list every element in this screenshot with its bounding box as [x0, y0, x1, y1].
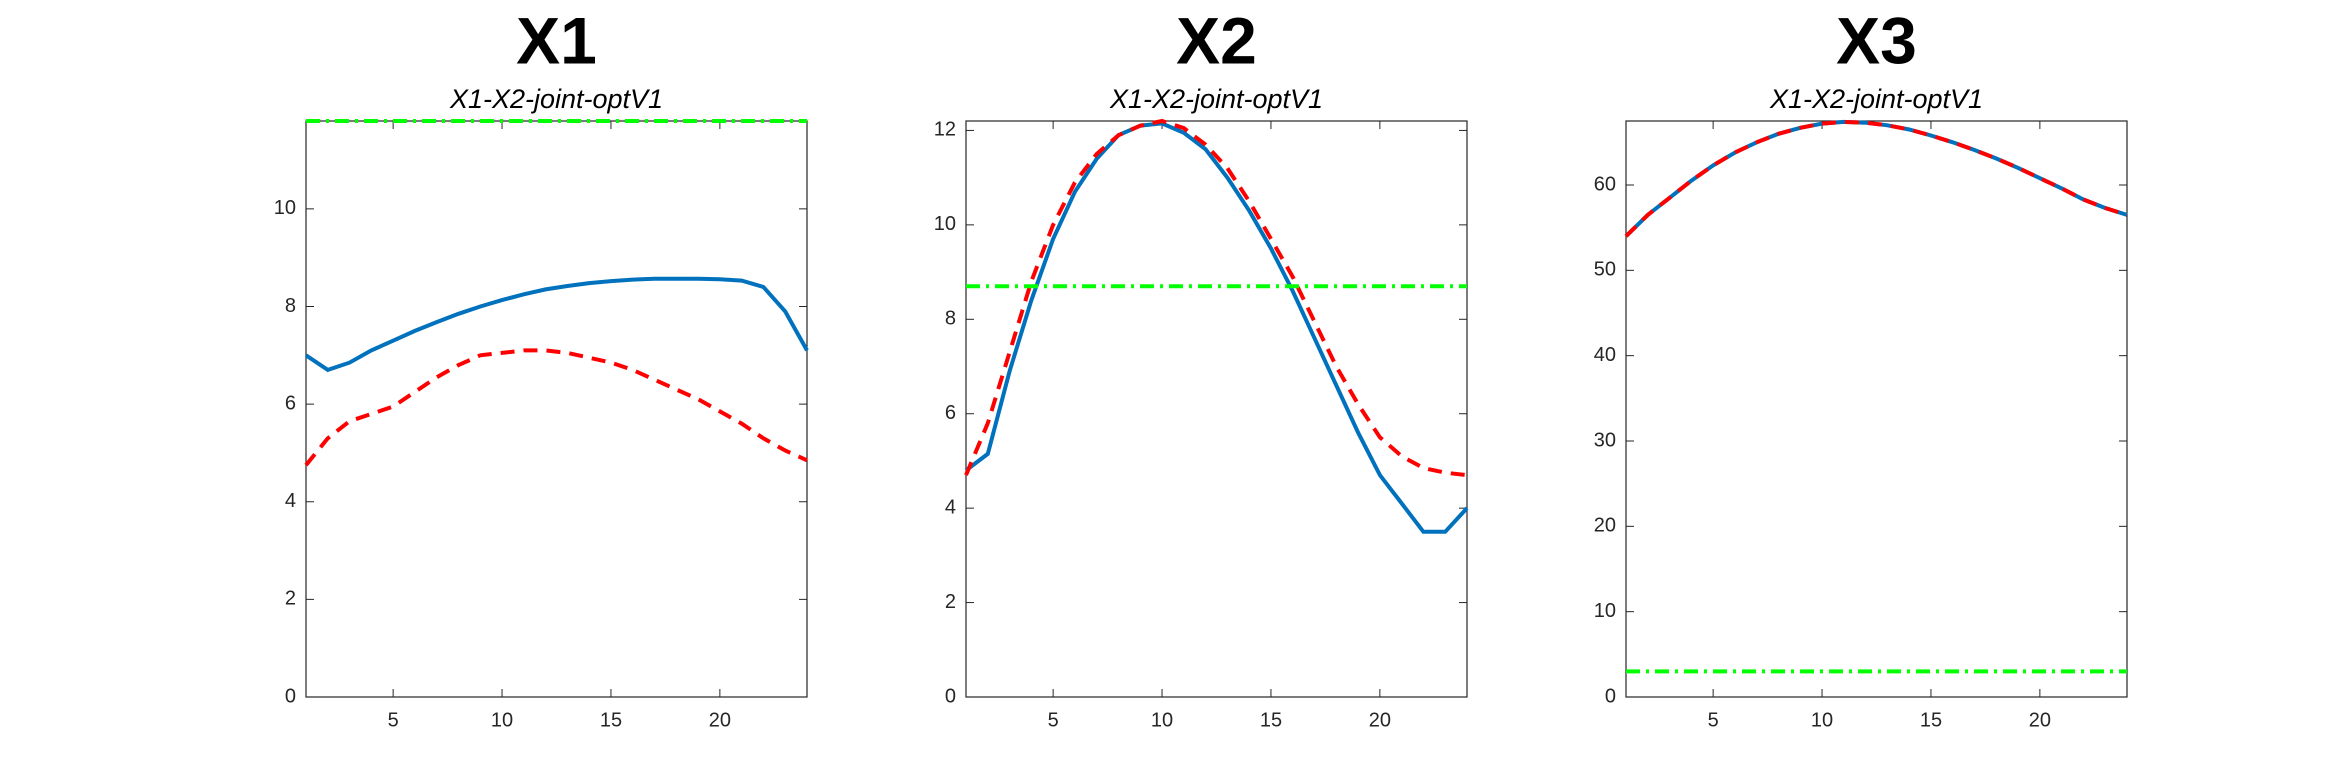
chart-subtitle: X1-X2-joint-optV1 [1769, 84, 1983, 114]
y-tick-label: 4 [945, 496, 956, 518]
x-tick-label: 10 [491, 709, 513, 731]
y-tick-label: 0 [945, 685, 956, 707]
x-tick-label: 15 [1260, 709, 1282, 731]
x-tick-label: 10 [1151, 709, 1173, 731]
chart-title: X3 [1836, 3, 1917, 77]
plot-area [965, 120, 1468, 698]
y-tick-label: 4 [285, 490, 296, 512]
y-tick-label: 10 [1594, 600, 1616, 622]
subplot: X2 X1-X2-joint-optV1 0 2 4 6 8 10 12 5 10 15 20 [934, 3, 1469, 731]
x-tick-label: 5 [1048, 709, 1059, 731]
y-tick-label: 20 [1594, 515, 1616, 537]
data-line [304, 348, 808, 467]
x-tick-label: 15 [600, 709, 622, 731]
y-tick-label: 8 [945, 308, 956, 330]
y-tick-label: 40 [1594, 344, 1616, 366]
x-tick-label: 20 [2029, 709, 2051, 731]
data-line [964, 118, 1468, 478]
x-tick-label: 5 [1708, 709, 1719, 731]
chart-title: X2 [1176, 3, 1257, 77]
y-tick-label: 50 [1594, 259, 1616, 281]
chart-subtitle: X1-X2-joint-optV1 [1109, 84, 1323, 114]
x-tick-label: 20 [1369, 709, 1391, 731]
chart-subtitle: X1-X2-joint-optV1 [449, 84, 663, 114]
y-tick-label: 10 [274, 197, 296, 219]
data-line [1624, 119, 2128, 238]
lines [1624, 119, 2128, 674]
y-tick-label: 2 [285, 588, 296, 610]
y-tick-label: 2 [945, 591, 956, 613]
y-tick-label: 8 [285, 295, 296, 317]
x-tick-label: 15 [1920, 709, 1942, 731]
y-tick-label: 6 [945, 402, 956, 424]
x-tick-label: 10 [1811, 709, 1833, 731]
x-tick-label: 5 [388, 709, 399, 731]
chart-title: X1 [516, 3, 597, 77]
y-tick-label: 0 [1605, 685, 1616, 707]
x-tick-label: 20 [709, 709, 731, 731]
subplot: X3 X1-X2-joint-optV1 0 10 20 30 40 50 60 5 10 15 20 [1594, 3, 2128, 731]
y-tick-label: 0 [285, 685, 296, 707]
y-tick-label: 60 [1594, 173, 1616, 195]
y-tick-label: 10 [934, 213, 956, 235]
lines [964, 118, 1469, 534]
lines [304, 119, 809, 467]
subplot: X1 X1-X2-joint-optV1 0 2 4 6 8 10 5 10 15 20 [274, 3, 809, 731]
data-line [964, 121, 1469, 534]
y-tick-label: 12 [934, 119, 956, 141]
plot-area [1625, 120, 2128, 698]
y-tick-label: 6 [285, 392, 296, 414]
y-tick-label: 30 [1594, 429, 1616, 451]
data-line [304, 276, 809, 373]
